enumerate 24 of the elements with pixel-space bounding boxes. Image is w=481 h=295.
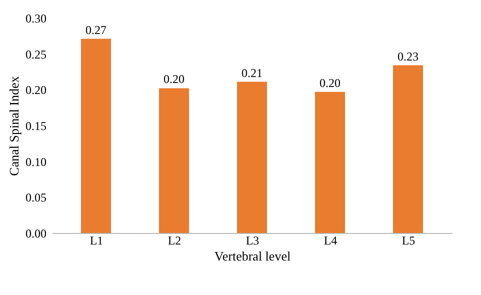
y-tick-label: 0.30	[26, 12, 46, 26]
x-axis-title: Vertebral level	[214, 248, 291, 264]
data-label: 0.27	[86, 22, 106, 37]
x-tick-label: L4	[324, 234, 338, 248]
bar	[393, 65, 423, 233]
y-tick-label: 0.05	[26, 190, 46, 205]
bar	[315, 92, 345, 233]
y-tick-label: 0.00	[26, 226, 46, 240]
data-label: 0.20	[164, 72, 184, 86]
bar	[237, 82, 267, 233]
bar	[159, 88, 189, 233]
y-tick-label: 0.25	[26, 47, 46, 62]
x-tick-label: L2	[168, 234, 182, 248]
y-tick-label: 0.20	[26, 83, 46, 98]
data-label: 0.21	[242, 66, 262, 80]
x-tick-label: L1	[90, 234, 104, 248]
x-tick-label: L5	[402, 234, 416, 248]
data-label: 0.23	[398, 49, 418, 64]
y-axis-title: Canal Spinal Index	[6, 76, 22, 176]
x-tick-label: L3	[246, 234, 260, 248]
bar	[81, 38, 111, 233]
data-label: 0.20	[320, 76, 340, 90]
y-tick-label: 0.15	[26, 119, 46, 133]
y-tick-label: 0.10	[26, 154, 46, 169]
